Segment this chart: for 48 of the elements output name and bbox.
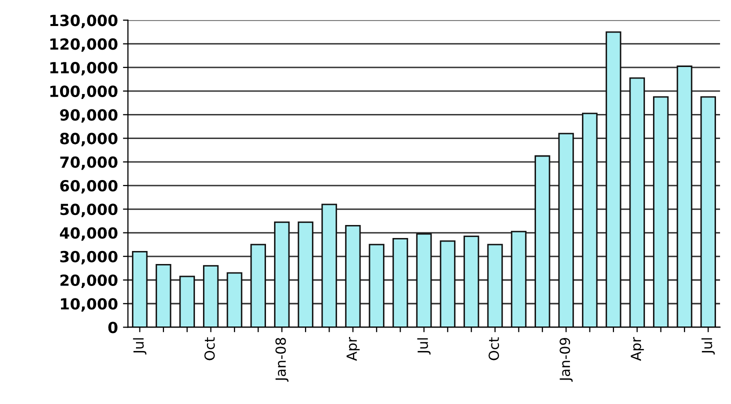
y-tick-label: 120,000	[50, 38, 118, 52]
bar	[345, 224, 361, 328]
y-tick-label: 20,000	[60, 274, 118, 288]
bar	[226, 272, 242, 328]
y-tick-label: 80,000	[60, 132, 118, 146]
bar	[368, 244, 384, 328]
y-tick-label: 90,000	[60, 109, 118, 123]
bar	[203, 265, 219, 328]
y-tick-label: 70,000	[60, 156, 118, 170]
bar	[321, 204, 338, 328]
bar	[416, 233, 432, 328]
y-tick-label: 110,000	[50, 62, 118, 76]
bar	[629, 77, 645, 328]
bar	[179, 276, 195, 328]
x-tick-label: Jan-08	[275, 338, 288, 382]
y-tick-label: 60,000	[60, 180, 118, 194]
bar	[132, 250, 148, 328]
x-tick-label: Apr	[346, 336, 360, 361]
bar	[440, 240, 456, 328]
y-tick-label: 130,000	[50, 14, 118, 28]
x-tick-label: Oct	[204, 337, 215, 360]
x-tick-label: Jan-09	[560, 338, 573, 382]
x-tick-label: Jul	[417, 338, 431, 354]
bar	[676, 66, 692, 328]
x-tick-label: Jul	[701, 338, 715, 354]
bar	[274, 221, 290, 328]
y-tick-label: 50,000	[60, 204, 118, 218]
y-tick-label: 100,000	[50, 86, 118, 100]
y-tick-label: 0	[108, 322, 118, 334]
bar	[700, 96, 716, 328]
x-tick-label: Jul	[133, 338, 146, 354]
bar	[582, 112, 598, 328]
bar	[487, 244, 503, 328]
bar	[156, 264, 172, 328]
bar	[653, 96, 669, 328]
bar	[250, 244, 266, 328]
x-tick-label: Oct	[488, 337, 500, 360]
bar	[606, 31, 622, 328]
bar	[558, 132, 574, 328]
bar	[534, 155, 550, 328]
bar	[510, 230, 527, 328]
x-tick-label: Apr	[630, 336, 644, 361]
y-tick-label: 10,000	[60, 298, 118, 312]
bar	[392, 238, 408, 328]
y-tick-label: 40,000	[60, 227, 118, 241]
bar	[464, 236, 480, 328]
bar	[298, 221, 314, 328]
y-tick-label: 30,000	[60, 250, 118, 264]
